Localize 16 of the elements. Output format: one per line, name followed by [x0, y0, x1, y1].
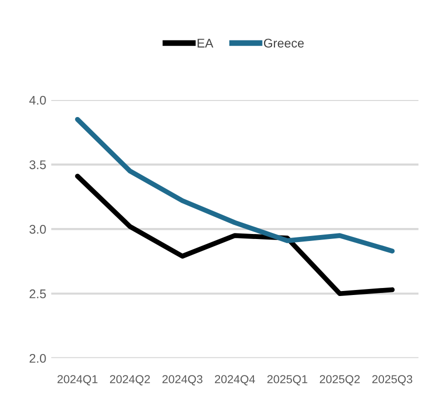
legend-label: Greece: [264, 38, 304, 48]
line-series: [75, 116, 395, 254]
y-tick-label: 2.0: [30, 354, 46, 363]
x-tick-label: 2025Q1: [267, 375, 308, 386]
x-tick-label: 2024Q2: [110, 375, 150, 386]
y-tick-label: 3.0: [29, 224, 46, 234]
legend-label: EA: [198, 38, 214, 48]
x-tick-label: 2024Q4: [214, 375, 256, 386]
y-tick-label: 3.5: [29, 160, 46, 170]
y-tick-label: 2.5: [30, 289, 46, 298]
line-series: [75, 174, 395, 296]
x-tick-label: 2024Q1: [58, 375, 98, 386]
y-tick-label: 4.0: [29, 96, 46, 105]
x-tick-label: 2025Q2: [320, 375, 360, 386]
x-tick-label: 2024Q3: [162, 375, 202, 386]
x-tick-label: 2025Q3: [372, 375, 412, 386]
